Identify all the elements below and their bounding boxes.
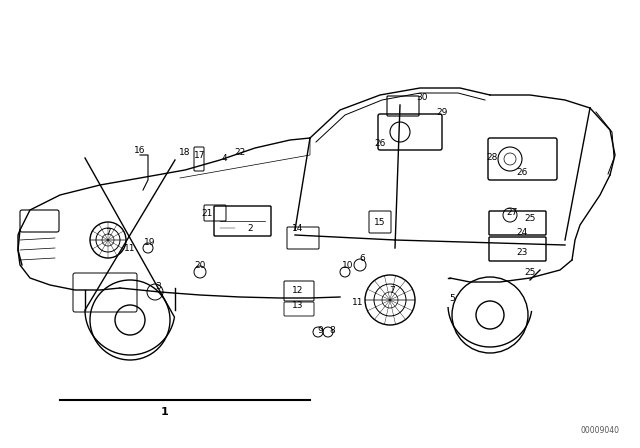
- Text: 1: 1: [161, 407, 169, 417]
- Text: 29: 29: [436, 108, 448, 116]
- Text: 8: 8: [329, 326, 335, 335]
- Text: 20: 20: [195, 260, 205, 270]
- Text: 2: 2: [247, 224, 253, 233]
- Text: 7: 7: [105, 228, 111, 237]
- Text: 26: 26: [516, 168, 528, 177]
- Text: 3: 3: [155, 281, 161, 290]
- Text: 25: 25: [524, 267, 536, 276]
- Text: 22: 22: [234, 147, 246, 156]
- Text: 19: 19: [144, 237, 156, 246]
- Text: 27: 27: [506, 207, 518, 216]
- Text: 30: 30: [416, 92, 428, 102]
- Text: 12: 12: [292, 285, 304, 294]
- Text: 18: 18: [179, 147, 191, 156]
- Text: 17: 17: [195, 151, 205, 159]
- Text: 26: 26: [374, 138, 386, 147]
- Text: 21: 21: [202, 208, 212, 217]
- Text: 23: 23: [516, 247, 528, 257]
- Text: 11: 11: [352, 297, 364, 306]
- Text: 5: 5: [449, 293, 455, 302]
- Text: 28: 28: [486, 152, 498, 161]
- Text: 7: 7: [389, 285, 395, 294]
- Text: 4: 4: [221, 154, 227, 163]
- Text: 16: 16: [134, 146, 146, 155]
- Text: 25: 25: [524, 214, 536, 223]
- Text: 00009040: 00009040: [580, 426, 620, 435]
- Text: 9: 9: [317, 326, 323, 335]
- Text: 13: 13: [292, 301, 304, 310]
- Text: 15: 15: [374, 217, 386, 227]
- Text: 10: 10: [342, 260, 354, 270]
- Text: 11: 11: [124, 244, 136, 253]
- Text: 14: 14: [292, 224, 304, 233]
- Text: 24: 24: [516, 228, 527, 237]
- Text: 6: 6: [359, 254, 365, 263]
